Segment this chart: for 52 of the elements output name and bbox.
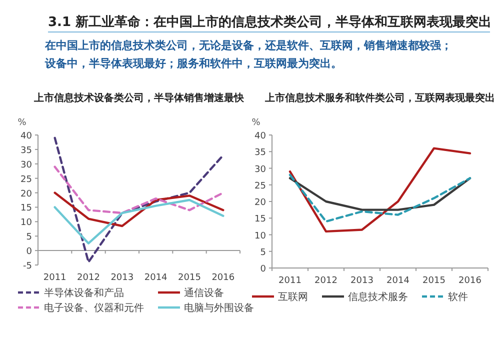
- x-tick-label: 2013: [110, 273, 134, 283]
- line-series: [288, 147, 472, 233]
- line-series: [288, 174, 472, 223]
- line-series: [54, 192, 224, 228]
- chart-title: 上市信息技术服务和软件类公司，互联网表现最突出: [264, 92, 495, 104]
- legend-label: 信息技术服务: [348, 291, 408, 303]
- line-series: [288, 177, 472, 211]
- y-tick-label: 40: [20, 132, 32, 142]
- y-tick-label: 40: [254, 132, 266, 142]
- y-tick-label: 20: [254, 198, 266, 208]
- x-tick-label: 2012: [314, 276, 338, 286]
- text: 设备中，半导体表现最好；服务和软件中，互联网最为突出。: [44, 57, 342, 70]
- y-tick-label: 30: [20, 160, 32, 170]
- y-axis-title: %: [252, 118, 261, 128]
- legend-label: 半导体设备和产品: [44, 287, 124, 299]
- legend-label: 软件: [448, 291, 468, 303]
- text: 在中国上市的信息技术类公司，无论是设备，还是软件、互联网，销售增速都较强；: [44, 39, 452, 52]
- y-tick-label: 20: [20, 189, 32, 200]
- legend-label: 电脑与外围设备: [184, 302, 254, 314]
- x-tick-label: 2015: [422, 276, 446, 286]
- y-tick-label: 0: [260, 264, 266, 274]
- y-tick-label: 0: [26, 247, 32, 258]
- text: 3.1 新工业革命：在中国上市的信息技术类公司，半导体和互联网表现最突出: [48, 14, 492, 30]
- x-tick-label: 2016: [212, 273, 235, 283]
- y-tick-label: 10: [254, 231, 266, 242]
- x-tick-label: 2011: [278, 276, 302, 286]
- chart-title: 上市信息技术设备类公司，半导体销售增速最快: [33, 92, 245, 104]
- y-tick-label: 5: [26, 232, 32, 243]
- legend-label: 通信设备: [184, 287, 224, 299]
- y-tick-label: 10: [20, 218, 32, 228]
- y-tick-label: 15: [254, 214, 266, 225]
- x-tick-label: 2013: [350, 276, 374, 286]
- y-tick-label: 5: [260, 248, 266, 258]
- y-tick-label: 35: [20, 146, 32, 156]
- x-tick-label: 2016: [458, 276, 482, 286]
- x-tick-label: 2015: [178, 273, 201, 283]
- line-series: [54, 198, 224, 244]
- line-series: [54, 166, 224, 214]
- x-tick-label: 2014: [144, 273, 168, 283]
- y-tick-label: 30: [254, 164, 266, 175]
- x-tick-label: 2014: [386, 276, 410, 286]
- y-tick-label: 25: [254, 181, 266, 192]
- y-tick-label: 25: [20, 174, 32, 185]
- y-tick-label: -5: [23, 262, 32, 272]
- y-axis-title: %: [18, 118, 27, 128]
- legend-label: 电子设备、仪器和元件: [44, 302, 144, 314]
- legend-label: 互联网: [278, 291, 308, 303]
- x-tick-label: 2012: [77, 273, 100, 283]
- y-tick-label: 35: [254, 148, 266, 158]
- line-series: [54, 136, 224, 264]
- x-tick-label: 2011: [43, 273, 66, 283]
- y-tick-label: 15: [20, 204, 32, 214]
